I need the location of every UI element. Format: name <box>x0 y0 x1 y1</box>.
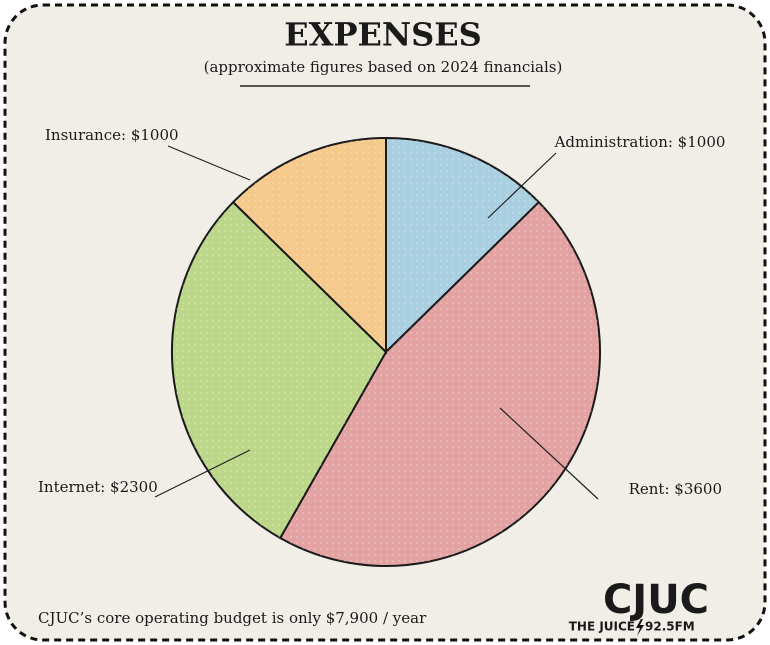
pie <box>171 136 601 567</box>
logo-frequency: 92.5FM <box>645 620 695 634</box>
chart-subtitle: (approximate figures based on 2024 finan… <box>204 58 563 76</box>
footnote: CJUC’s core operating budget is only $7,… <box>38 609 427 627</box>
leader-line <box>154 449 251 498</box>
slice-label: Administration: $1000 <box>554 133 726 151</box>
leader-line <box>487 152 557 219</box>
slice-texture <box>233 138 386 352</box>
logo-bolt <box>636 619 644 636</box>
slice-label: Internet: $2300 <box>38 478 158 496</box>
slice-texture <box>172 202 386 539</box>
logo-name: CJUC <box>603 577 709 623</box>
logo-tagline: THE JUICE <box>569 620 635 634</box>
slice-texture <box>386 138 539 352</box>
leader-line <box>167 145 251 181</box>
slice-label: Rent: $3600 <box>629 480 722 498</box>
chart-title: EXPENSES <box>284 16 482 54</box>
slice-texture <box>280 202 600 566</box>
leader-line <box>499 407 599 500</box>
slice-label: Insurance: $1000 <box>45 126 179 144</box>
